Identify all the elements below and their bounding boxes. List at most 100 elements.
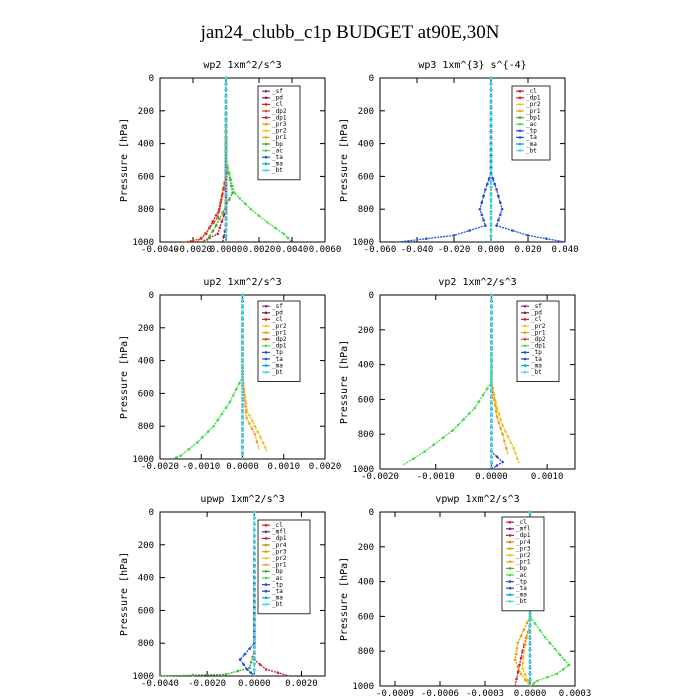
data-point xyxy=(253,424,257,428)
legend-marker xyxy=(264,103,268,106)
panel-title: upwp 1xm^2/s^3 xyxy=(200,494,284,505)
legend-marker xyxy=(518,89,522,93)
data-point xyxy=(563,658,566,662)
data-point xyxy=(484,188,487,191)
legend-entry: _bt xyxy=(516,598,527,605)
data-point xyxy=(425,237,428,240)
legend-box xyxy=(501,516,545,612)
y-tick-label: 1000 xyxy=(352,465,374,475)
data-point xyxy=(243,652,247,656)
data-point xyxy=(276,671,280,674)
y-tick-label: 400 xyxy=(138,574,154,584)
legend-entry: _pr1 xyxy=(272,134,287,141)
data-point xyxy=(211,229,215,233)
legend-marker xyxy=(523,351,527,354)
data-point xyxy=(249,671,253,674)
x-tick-label: -0.0010 xyxy=(182,462,220,472)
data-point xyxy=(224,125,228,128)
data-point xyxy=(495,415,499,419)
data-point xyxy=(224,198,228,201)
data-point xyxy=(241,299,244,303)
data-point xyxy=(248,414,251,417)
data-point xyxy=(522,655,525,659)
legend-entry: _tp xyxy=(516,578,527,585)
x-tick-label: -0.0040 xyxy=(141,679,179,689)
data-point xyxy=(513,658,517,662)
data-point xyxy=(221,211,224,214)
data-point xyxy=(220,412,224,416)
data-point xyxy=(253,571,256,574)
x-tick-label: 0.0000 xyxy=(514,689,547,699)
legend-marker xyxy=(264,318,268,321)
x-tick-label: 0.0020 xyxy=(243,245,276,255)
data-point xyxy=(516,457,519,460)
data-point xyxy=(248,666,251,670)
data-point xyxy=(522,628,526,631)
legend-marker xyxy=(518,149,522,152)
plot-frame xyxy=(159,511,326,677)
legend-marker xyxy=(508,520,512,524)
panel-title: vpwp 1xm^2/s^3 xyxy=(435,494,519,505)
panel-vp2: vp2 1xm^2/s^3 Pressure [hPa] -0.0020 -0.001… xyxy=(339,277,576,482)
y-tick-label: 600 xyxy=(358,395,374,405)
data-point xyxy=(220,220,224,223)
data-point xyxy=(490,323,493,327)
data-point xyxy=(195,441,199,444)
legend-entry: _ma xyxy=(272,161,283,168)
series-line-tp xyxy=(490,295,504,470)
data-point xyxy=(490,425,493,429)
legend-entry: _pd xyxy=(272,310,283,317)
data-point xyxy=(432,443,436,446)
legend-entry: _ma xyxy=(272,595,283,602)
data-point xyxy=(489,210,493,213)
legend-entry: _ac xyxy=(526,121,537,128)
data-point xyxy=(493,182,497,186)
data-point xyxy=(241,384,244,388)
legend-marker xyxy=(518,116,522,119)
x-tick-label: 0.0060 xyxy=(309,245,342,255)
data-point xyxy=(224,94,228,98)
data-point xyxy=(489,107,493,110)
data-point xyxy=(473,406,477,410)
legend-entry: _mfl xyxy=(272,529,287,536)
y-tick-label: 400 xyxy=(358,140,374,150)
legend-marker xyxy=(508,534,512,537)
legend-marker xyxy=(264,155,268,159)
data-point xyxy=(249,661,253,664)
data-point xyxy=(451,429,454,433)
data-point xyxy=(528,612,532,616)
data-point xyxy=(491,177,495,180)
legend-entry: _pr2 xyxy=(272,128,287,135)
panel-title: up2 1xm^2/s^3 xyxy=(203,277,281,288)
legend-entry: _pr2 xyxy=(531,323,546,330)
data-point xyxy=(224,149,228,153)
legend-marker xyxy=(264,556,268,560)
data-point xyxy=(490,383,493,387)
legend-marker xyxy=(523,344,527,348)
data-point xyxy=(495,455,499,459)
legend-marker xyxy=(264,596,268,600)
data-point xyxy=(489,88,493,92)
data-point xyxy=(486,182,489,186)
plot-frame xyxy=(159,77,326,243)
data-point xyxy=(264,668,268,671)
data-point xyxy=(482,194,485,198)
data-point xyxy=(222,214,226,217)
data-point xyxy=(532,682,536,685)
data-point xyxy=(228,400,232,403)
legend-marker xyxy=(264,570,268,573)
y-tick-label: 200 xyxy=(138,107,154,117)
legend-marker xyxy=(508,567,512,570)
legend-entry: _ma xyxy=(531,362,542,369)
legend-marker xyxy=(523,311,527,315)
data-point xyxy=(286,236,290,240)
y-tick-label: 800 xyxy=(358,205,374,215)
panel-wp3: wp3 1xm^{3} s^{-4} Pressure [hPa] -0.060 -0… xyxy=(339,60,579,255)
data-point xyxy=(241,293,244,297)
data-point xyxy=(490,443,493,447)
data-point xyxy=(528,654,532,658)
data-point xyxy=(490,401,493,405)
data-point xyxy=(526,234,530,237)
data-point xyxy=(478,207,482,211)
legend-marker xyxy=(508,553,512,557)
